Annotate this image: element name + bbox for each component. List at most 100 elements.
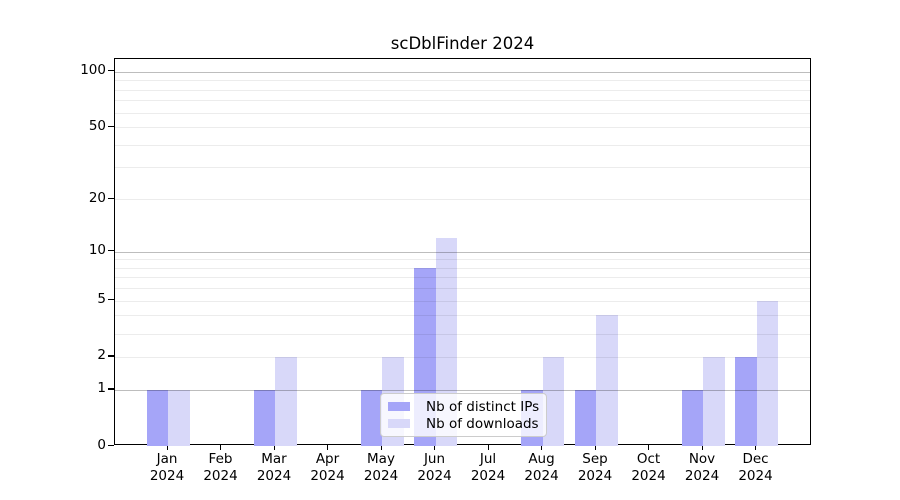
gridline-minor — [115, 259, 810, 261]
y-tick-mark — [108, 70, 114, 72]
y-tick-mark — [108, 299, 114, 301]
bar-distinct-ips — [360, 389, 382, 446]
month-label-line2: 2024 — [417, 467, 452, 484]
y-tick-mark — [108, 388, 114, 390]
month-label: Aug 2024 — [497, 451, 587, 484]
month-label-line1: Aug — [528, 451, 555, 467]
month-label: Feb 2024 — [176, 451, 266, 484]
plot-area — [114, 58, 811, 446]
legend-item: Nb of distinct IPs — [388, 398, 540, 415]
gridline-minor — [115, 356, 810, 358]
month-label: May 2024 — [336, 451, 426, 484]
y-tick-mark — [108, 355, 114, 357]
y-tick-label: 100 — [80, 62, 106, 79]
bar-downloads — [275, 356, 297, 446]
y-tick-label: 1 — [97, 380, 106, 397]
month-label-line2: 2024 — [631, 467, 666, 484]
y-tick-mark — [108, 250, 114, 252]
y-tick-mark — [108, 197, 114, 199]
month-label: Jan 2024 — [122, 451, 212, 484]
month-label: Oct 2024 — [604, 451, 694, 484]
gridline-minor — [115, 144, 810, 146]
gridline-minor — [115, 288, 810, 290]
month-label: Mar 2024 — [229, 451, 319, 484]
legend-swatch-icon — [388, 402, 410, 411]
gridline-minor — [115, 267, 810, 269]
y-tick-mark — [108, 125, 114, 127]
legend-label: Nb of distinct IPs — [426, 398, 540, 415]
bar-distinct-ips — [146, 389, 168, 446]
bar-distinct-ips — [681, 389, 703, 446]
x-tick-mark — [701, 445, 703, 450]
month-label-line1: Jul — [479, 451, 497, 467]
bar-downloads — [168, 389, 190, 446]
x-tick-mark — [166, 445, 168, 450]
gridline-minor — [115, 167, 810, 169]
x-tick-mark — [273, 445, 275, 450]
gridline-major — [115, 71, 810, 73]
x-tick-mark — [755, 445, 757, 450]
gridline-minor — [115, 333, 810, 335]
y-tick-label: 50 — [88, 117, 106, 134]
bar-downloads — [703, 356, 725, 446]
x-tick-mark — [487, 445, 489, 450]
gridline-minor — [115, 315, 810, 317]
gridline-minor — [115, 100, 810, 102]
month-label-line2: 2024 — [738, 467, 773, 484]
y-tick-label: 5 — [97, 291, 106, 308]
month-label-line2: 2024 — [470, 467, 506, 484]
month-label-line1: Sep — [582, 451, 608, 467]
gridline-minor — [115, 80, 810, 82]
month-label: Sep 2024 — [550, 451, 640, 484]
bar-distinct-ips — [253, 389, 275, 446]
month-label-line1: Mar — [261, 451, 287, 467]
x-tick-mark — [541, 445, 543, 450]
month-label-line2: 2024 — [256, 467, 292, 484]
y-tick-label: 0 — [97, 436, 106, 453]
month-label: Dec 2024 — [711, 451, 801, 484]
month-label-line2: 2024 — [310, 467, 345, 484]
month-label: Jun 2024 — [390, 451, 480, 484]
month-label-line1: Nov — [688, 451, 716, 467]
bar-downloads — [596, 315, 618, 446]
month-label-line1: Jun — [423, 451, 446, 467]
gridline-minor — [115, 300, 810, 302]
x-tick-mark — [434, 445, 436, 450]
gridline-minor — [115, 127, 810, 128]
month-label-line1: Feb — [208, 451, 233, 467]
month-label: Apr 2024 — [283, 451, 373, 484]
gridline-minor — [115, 89, 810, 91]
chart-title: scDblFinder 2024 — [390, 34, 535, 53]
bar-distinct-ips — [735, 356, 757, 446]
bar-downloads — [756, 300, 778, 446]
month-label-line1: May — [367, 451, 395, 467]
legend-item: Nb of downloads — [388, 415, 539, 432]
gridline-major — [115, 251, 810, 253]
month-label-line1: Dec — [742, 451, 769, 467]
x-tick-mark — [220, 445, 222, 450]
y-tick-label: 2 — [97, 347, 106, 364]
y-tick-label: 20 — [88, 189, 106, 206]
bar-distinct-ips — [574, 389, 596, 446]
x-tick-mark — [380, 445, 382, 450]
month-label: Nov 2024 — [657, 451, 747, 484]
bar-downloads — [542, 356, 564, 446]
y-tick-label: 10 — [88, 242, 106, 258]
x-tick-mark — [648, 445, 650, 450]
x-tick-mark — [594, 445, 596, 450]
legend: Nb of distinct IPs Nb of downloads — [380, 393, 547, 437]
month-label: Jul 2024 — [443, 451, 533, 484]
month-label-line2: 2024 — [524, 467, 559, 484]
month-label-line1: Oct — [636, 451, 661, 467]
gridline-minor — [115, 199, 810, 200]
month-label-line1: Apr — [315, 451, 340, 467]
gridline-minor — [115, 277, 810, 279]
month-label-line2: 2024 — [577, 467, 613, 484]
month-label-line2: 2024 — [203, 467, 238, 484]
legend-label: Nb of downloads — [426, 415, 539, 432]
x-tick-mark — [327, 445, 329, 450]
gridline-minor — [115, 112, 810, 114]
month-label-line2: 2024 — [363, 467, 399, 484]
month-label-line1: Jan — [156, 451, 178, 467]
month-label-line2: 2024 — [684, 467, 720, 484]
